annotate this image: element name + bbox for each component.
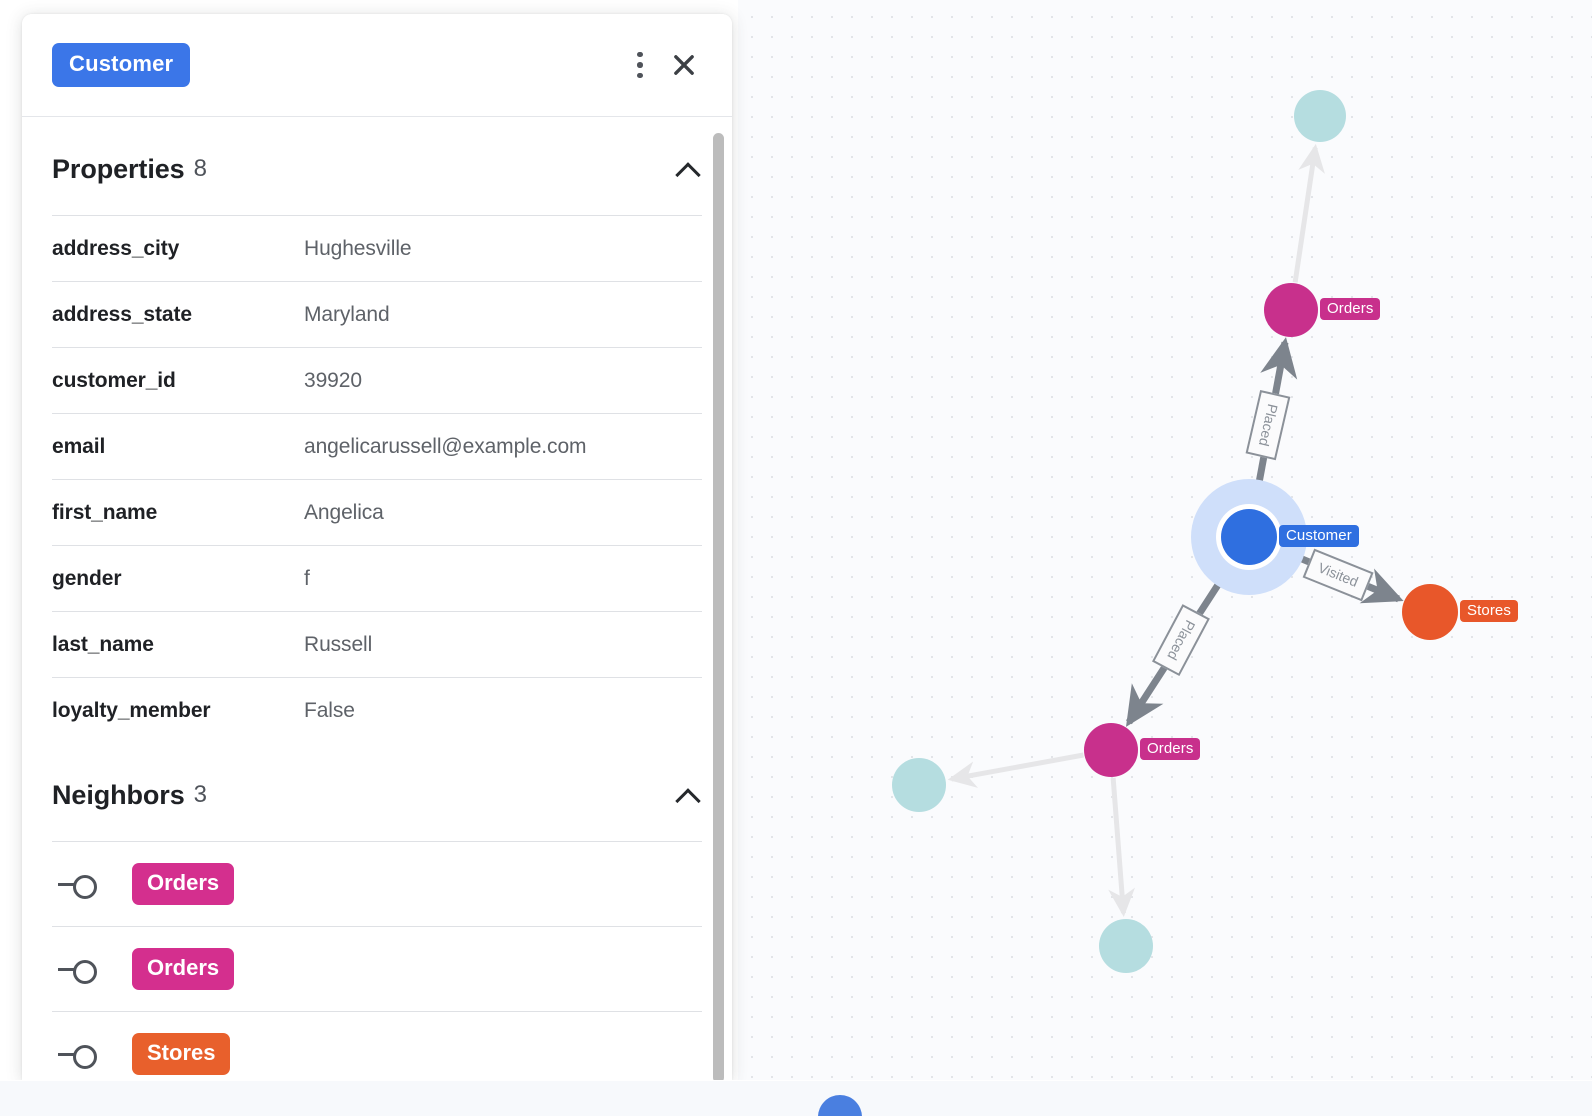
node-label-customer-1[interactable]: Customer: [1279, 525, 1359, 547]
orders-node-top[interactable]: [1264, 283, 1318, 337]
neighbor-row[interactable]: Orders: [52, 841, 702, 926]
property-value: Angelica: [304, 500, 384, 524]
pale-node-top[interactable]: [1294, 90, 1346, 142]
relationship-node-icon: [58, 1043, 104, 1069]
neighbors-title: Neighbors: [52, 779, 185, 810]
property-value: Russell: [304, 632, 373, 656]
neighbors-section-header[interactable]: Neighbors 3: [52, 743, 702, 841]
orders-node-bottom[interactable]: [1084, 723, 1138, 777]
property-row: first_name Angelica: [52, 479, 702, 545]
panel-scroll-content: Properties 8 address_city Hughesville addr…: [22, 117, 732, 1080]
edge-orders-bottom-down[interactable]: [1108, 777, 1136, 917]
property-key: first_name: [52, 500, 158, 524]
neighbor-row[interactable]: Orders: [52, 926, 702, 1011]
property-row: loyalty_member False: [52, 677, 702, 743]
property-value: f: [304, 566, 310, 590]
neighbors-list: Orders Orders Stores: [52, 841, 702, 1080]
property-key: address_state: [52, 302, 192, 326]
node-label-stores-2[interactable]: Stores: [1460, 600, 1518, 622]
edge-orders-bottom-left[interactable]: [947, 752, 1084, 788]
graph-canvas[interactable]: Orders Customer Stores Orders Placed Placed V…: [738, 0, 1592, 1080]
property-row: email angelicarussell@example.com: [52, 413, 702, 479]
property-key: loyalty_member: [52, 698, 211, 722]
graph-edges-layer: [947, 143, 1404, 917]
kebab-menu-button[interactable]: [618, 43, 662, 87]
relationship-node-icon: [58, 873, 104, 899]
panel-header: Customer: [22, 14, 732, 117]
property-row: last_name Russell: [52, 611, 702, 677]
properties-list: address_city Hughesville address_state Mary…: [52, 215, 702, 743]
property-row: customer_id 39920: [52, 347, 702, 413]
relationship-node-icon: [58, 958, 104, 984]
close-icon: [674, 55, 694, 75]
kebab-menu-icon: [637, 49, 643, 81]
pale-node-bottom[interactable]: [1099, 919, 1153, 973]
neighbor-type-chip[interactable]: Stores: [132, 1033, 231, 1075]
property-value: 39920: [304, 368, 362, 392]
property-value: angelicarussell@example.com: [304, 434, 587, 458]
property-value: False: [304, 698, 355, 722]
customer-node[interactable]: [1221, 509, 1277, 565]
property-value: Hughesville: [304, 236, 412, 260]
property-key: address_city: [52, 236, 180, 260]
property-key: email: [52, 434, 106, 458]
properties-title: Properties: [52, 153, 185, 184]
property-row: address_state Maryland: [52, 281, 702, 347]
panel-body: Properties 8 address_city Hughesville addr…: [22, 117, 732, 1080]
node-label-orders-3[interactable]: Orders: [1140, 738, 1201, 760]
panel-scrollbar-thumb[interactable]: [713, 133, 724, 1080]
pale-node-left[interactable]: [892, 758, 946, 812]
neighbors-count: 3: [193, 781, 207, 808]
bottom-partial-node[interactable]: [818, 1095, 862, 1116]
neighbor-type-chip[interactable]: Orders: [132, 948, 235, 990]
property-row: address_city Hughesville: [52, 215, 702, 281]
node-label-orders-0[interactable]: Orders: [1320, 298, 1381, 320]
close-panel-button[interactable]: [662, 43, 706, 87]
properties-count: 8: [193, 155, 207, 182]
property-key: customer_id: [52, 368, 176, 392]
property-key: last_name: [52, 632, 154, 656]
property-value: Maryland: [304, 302, 390, 326]
property-key: gender: [52, 566, 122, 590]
chevron-up-icon-neighbors[interactable]: [676, 787, 702, 803]
edge-orders-top-pale[interactable]: [1292, 143, 1325, 283]
property-row: gender f: [52, 545, 702, 611]
panel-scrollbar-track[interactable]: [710, 117, 726, 1080]
node-details-panel: Customer Properties 8: [22, 14, 732, 1080]
chevron-up-icon-properties[interactable]: [676, 161, 702, 177]
neighbor-type-chip[interactable]: Orders: [132, 863, 235, 905]
neighbor-row[interactable]: Stores: [52, 1011, 702, 1080]
node-type-chip[interactable]: Customer: [52, 43, 191, 87]
properties-section-header[interactable]: Properties 8: [52, 117, 702, 215]
stores-node[interactable]: [1402, 584, 1458, 640]
bottom-strip: [0, 1080, 1592, 1116]
